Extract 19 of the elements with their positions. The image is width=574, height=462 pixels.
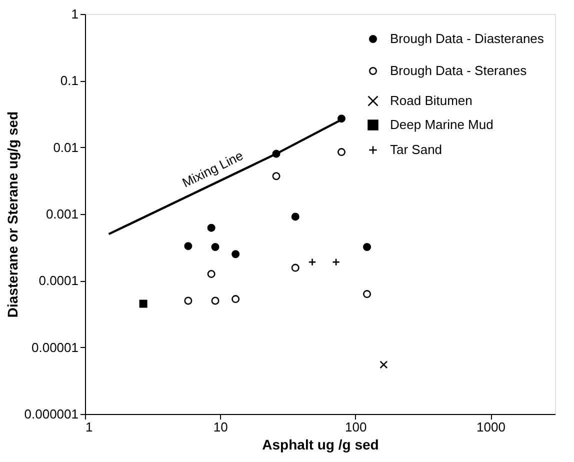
- y-tick-label: 0.001: [46, 206, 78, 222]
- y-tick-label: 0.000001: [24, 406, 78, 422]
- x-tick-label: 100: [344, 420, 367, 434]
- y-tick-label: 0.0001: [38, 273, 78, 288]
- legend-label: Brough Data - Diasteranes: [390, 31, 544, 46]
- legend-label: Road Bitumen: [390, 93, 472, 108]
- y-tick-label: 1: [71, 6, 78, 22]
- y-tick-label: 0.01: [53, 140, 78, 155]
- x-axis-title: Asphalt ug /g sed: [262, 436, 379, 452]
- y-tick-label: 0.00001: [32, 340, 78, 355]
- x-tick-label: 10: [213, 420, 228, 434]
- y-tick-label: 0.1: [60, 73, 78, 88]
- text: Mixing Line: [180, 148, 246, 190]
- legend-label: Deep Marine Mud: [390, 117, 494, 132]
- x-tick-label: 1000: [476, 420, 506, 434]
- legend-label: Brough Data - Steranes: [390, 63, 528, 78]
- y-axis-title: Diasterane or Sterane ug/g sed: [4, 111, 20, 318]
- x-tick-label: 1: [86, 420, 93, 434]
- legend-label: Tar Sand: [390, 142, 442, 157]
